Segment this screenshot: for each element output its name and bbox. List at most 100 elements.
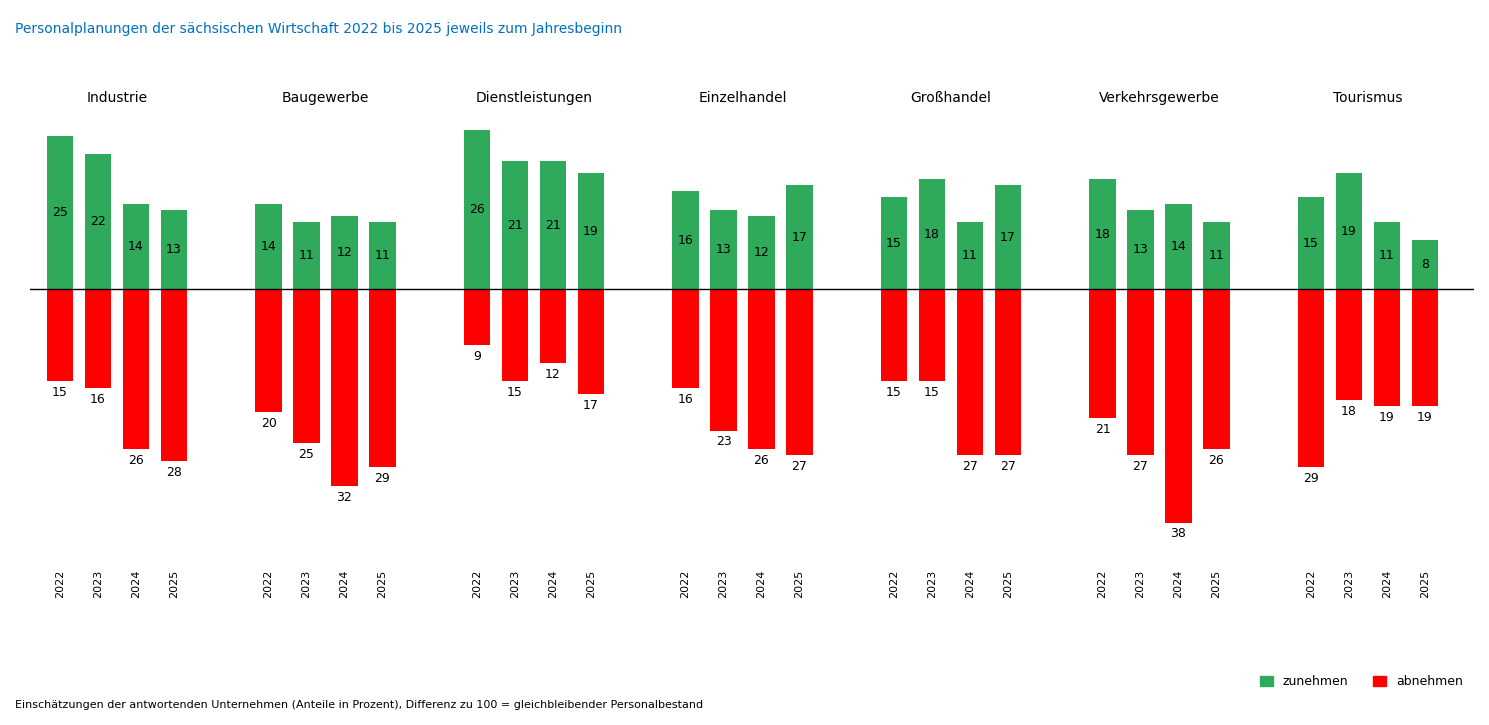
Text: 11: 11 xyxy=(374,249,390,262)
Bar xyxy=(786,289,813,455)
Text: 11: 11 xyxy=(962,249,978,262)
Bar xyxy=(46,136,73,289)
Text: 29: 29 xyxy=(374,472,390,485)
Bar xyxy=(919,289,946,381)
Bar xyxy=(539,161,566,289)
Bar xyxy=(331,216,357,289)
Bar xyxy=(1166,289,1191,523)
Bar xyxy=(995,185,1021,289)
Bar xyxy=(1412,289,1438,406)
Text: 21: 21 xyxy=(1094,423,1111,436)
Bar xyxy=(1203,222,1230,289)
Text: Personalplanungen der sächsischen Wirtschaft 2022 bis 2025 jeweils zum Jahresbeg: Personalplanungen der sächsischen Wirtsc… xyxy=(15,22,622,36)
Text: 12: 12 xyxy=(753,246,770,259)
Text: 18: 18 xyxy=(1342,405,1356,418)
Bar xyxy=(293,289,320,443)
Text: 15: 15 xyxy=(886,386,902,399)
Bar xyxy=(161,289,188,461)
Bar xyxy=(1336,289,1362,400)
Text: 16: 16 xyxy=(677,392,694,405)
Text: 26: 26 xyxy=(469,203,485,216)
Text: 25: 25 xyxy=(299,448,314,460)
Bar xyxy=(331,289,357,486)
Text: 29: 29 xyxy=(1303,472,1319,485)
Text: 14: 14 xyxy=(261,240,277,253)
Text: 20: 20 xyxy=(261,417,277,430)
Text: 15: 15 xyxy=(52,386,68,399)
Text: 14: 14 xyxy=(128,240,144,253)
Bar xyxy=(919,179,946,289)
Bar xyxy=(956,222,983,289)
Text: 19: 19 xyxy=(1418,411,1432,424)
Bar xyxy=(85,154,112,289)
Legend: zunehmen, abnehmen: zunehmen, abnehmen xyxy=(1255,670,1468,693)
Bar xyxy=(1090,289,1115,418)
Text: 27: 27 xyxy=(791,460,807,473)
Text: Einschätzungen der antwortenden Unternehmen (Anteile in Prozent), Differenz zu 1: Einschätzungen der antwortenden Unterneh… xyxy=(15,700,703,710)
Text: 11: 11 xyxy=(299,249,314,262)
Bar xyxy=(465,130,490,289)
Text: Großhandel: Großhandel xyxy=(911,91,992,105)
Bar xyxy=(502,161,529,289)
Bar xyxy=(747,216,774,289)
Text: 23: 23 xyxy=(716,436,731,449)
Text: 18: 18 xyxy=(925,228,940,241)
Text: 19: 19 xyxy=(1379,411,1395,424)
Bar xyxy=(255,289,281,412)
Bar xyxy=(46,289,73,381)
Text: Tourismus: Tourismus xyxy=(1333,91,1403,105)
Text: 32: 32 xyxy=(337,491,353,504)
Bar xyxy=(293,222,320,289)
Bar xyxy=(502,289,529,381)
Bar xyxy=(1374,289,1400,406)
Text: 28: 28 xyxy=(165,466,182,479)
Bar xyxy=(710,210,737,289)
Bar xyxy=(255,204,281,289)
Text: 21: 21 xyxy=(545,218,561,231)
Text: 13: 13 xyxy=(165,243,182,256)
Text: Verkehrsgewerbe: Verkehrsgewerbe xyxy=(1099,91,1219,105)
Bar xyxy=(1298,289,1324,468)
Text: 14: 14 xyxy=(1170,240,1187,253)
Text: 17: 17 xyxy=(582,399,599,412)
Bar xyxy=(786,185,813,289)
Text: 15: 15 xyxy=(886,237,902,250)
Text: 27: 27 xyxy=(962,460,978,473)
Text: 11: 11 xyxy=(1379,249,1395,262)
Text: 18: 18 xyxy=(1094,228,1111,241)
Text: Baugewerbe: Baugewerbe xyxy=(281,91,369,105)
Text: 22: 22 xyxy=(91,215,106,228)
Bar xyxy=(465,289,490,344)
Text: 11: 11 xyxy=(1209,249,1224,262)
Bar xyxy=(956,289,983,455)
Text: 19: 19 xyxy=(1342,225,1356,238)
Text: 19: 19 xyxy=(584,225,599,238)
Text: 27: 27 xyxy=(1133,460,1148,473)
Bar xyxy=(881,197,907,289)
Text: 16: 16 xyxy=(677,234,694,247)
Text: 8: 8 xyxy=(1421,258,1429,271)
Text: 26: 26 xyxy=(128,454,144,467)
Bar xyxy=(881,289,907,381)
Text: Einzelhandel: Einzelhandel xyxy=(698,91,786,105)
Text: 26: 26 xyxy=(1209,454,1224,467)
Text: 12: 12 xyxy=(545,368,561,381)
Text: 21: 21 xyxy=(508,218,523,231)
Bar xyxy=(1374,222,1400,289)
Text: 13: 13 xyxy=(1133,243,1148,256)
Text: Dienstleistungen: Dienstleistungen xyxy=(475,91,593,105)
Bar xyxy=(1127,210,1154,289)
Bar xyxy=(673,191,698,289)
Text: 27: 27 xyxy=(1001,460,1015,473)
Text: 15: 15 xyxy=(925,386,940,399)
Bar xyxy=(539,289,566,363)
Bar xyxy=(122,289,149,449)
Bar xyxy=(1203,289,1230,449)
Bar xyxy=(1412,241,1438,289)
Text: 26: 26 xyxy=(753,454,770,467)
Text: 13: 13 xyxy=(716,243,731,256)
Text: 38: 38 xyxy=(1170,528,1187,540)
Bar xyxy=(369,289,396,468)
Bar xyxy=(122,204,149,289)
Bar xyxy=(1127,289,1154,455)
